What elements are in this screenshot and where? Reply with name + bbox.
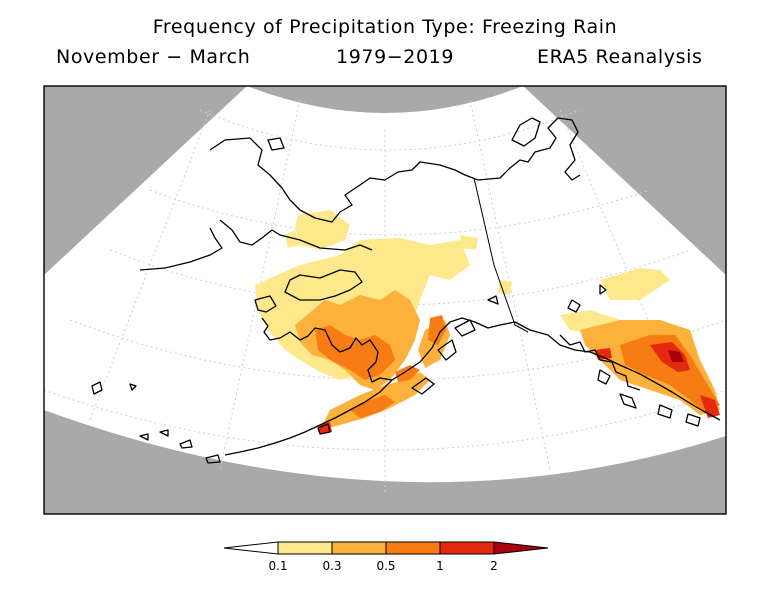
colorbar-tick-label: 2	[490, 559, 498, 573]
subtitle-row: November − March 1979−2019 ERA5 Reanalys…	[0, 46, 770, 72]
colorbar-bin	[439, 541, 495, 555]
subtitle-period: 1979−2019	[336, 46, 455, 68]
colorbar-tick-label: 0.5	[376, 559, 395, 573]
subtitle-season: November − March	[56, 46, 251, 68]
colorbar-tick-label: 1	[436, 559, 444, 573]
colorbar-bin	[331, 541, 387, 555]
colorbar-bin	[223, 541, 279, 555]
colorbar-bin	[493, 541, 549, 555]
coastlines	[91, 117, 721, 464]
alaska-canada-border	[473, 177, 529, 333]
colorbar-tick-label: 0.1	[268, 559, 287, 573]
colorbar-bin	[385, 541, 441, 555]
freezing-rain-shading	[255, 210, 720, 434]
colorbar-bin	[277, 541, 333, 555]
subtitle-source: ERA5 Reanalysis	[537, 46, 703, 68]
colorbar-tick-label: 0.3	[322, 559, 341, 573]
map-title: Frequency of Precipitation Type: Freezin…	[152, 16, 618, 38]
map-frame-border	[43, 85, 727, 515]
